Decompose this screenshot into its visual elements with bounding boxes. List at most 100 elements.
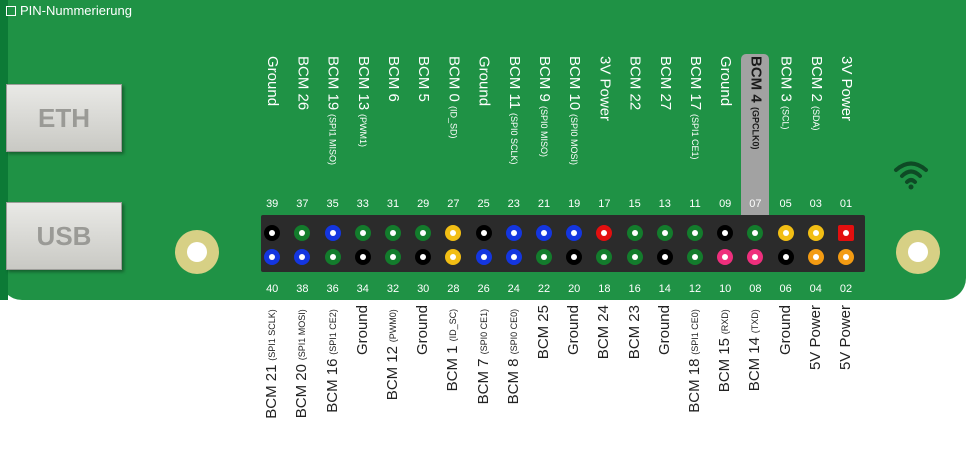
pin-number-27: 27	[447, 198, 460, 210]
pin-05[interactable]	[777, 225, 794, 241]
pin-35[interactable]	[324, 225, 341, 241]
pin-label-19[interactable]: BCM 10 (SPI0 MOSI)	[566, 56, 583, 169]
pin-number-03: 03	[809, 198, 822, 210]
pin-07[interactable]	[747, 225, 764, 241]
pin-18[interactable]	[596, 249, 613, 265]
pin-label-17[interactable]: 3V Power	[596, 56, 613, 121]
pin-name: BCM 5	[415, 56, 433, 102]
pin-label-04[interactable]: 5V Power	[807, 305, 824, 370]
pin-36[interactable]	[324, 249, 341, 265]
pin-label-14[interactable]: Ground	[655, 305, 673, 356]
pin-name: Ground	[717, 56, 735, 107]
pin-label-29[interactable]: BCM 5	[415, 56, 433, 102]
pin-name: Ground	[565, 305, 583, 356]
pin-name: BCM 22	[626, 56, 644, 111]
checkbox-icon[interactable]	[6, 5, 16, 16]
pin-17[interactable]	[596, 225, 613, 241]
pin-label-21[interactable]: BCM 9 (SPI0 MISO)	[536, 56, 553, 161]
pin-label-33[interactable]: BCM 13 (PWM1)	[355, 56, 372, 151]
pin-name: Ground	[655, 305, 673, 356]
pin-08[interactable]	[747, 249, 764, 265]
pin-02[interactable]	[838, 249, 854, 265]
pin-label-16[interactable]: BCM 23	[626, 305, 643, 359]
pin-label-11[interactable]: BCM 17 (SPI1 CE1)	[687, 56, 704, 164]
pin-27[interactable]	[445, 225, 462, 241]
pin-number-29: 29	[417, 198, 430, 210]
pin-28[interactable]	[445, 249, 462, 265]
pin-40[interactable]	[264, 249, 281, 265]
pin-name: BCM 20	[293, 364, 311, 419]
pin-01[interactable]	[838, 225, 854, 241]
pin-label-37[interactable]: BCM 26	[294, 56, 311, 110]
pin-label-28[interactable]: BCM 1 (ID_SC)	[444, 305, 461, 391]
pin-label-31[interactable]: BCM 6	[385, 56, 402, 102]
pin-09[interactable]	[717, 225, 734, 241]
pin-name: BCM 6	[385, 56, 402, 102]
pin-29[interactable]	[415, 225, 432, 241]
pin-38[interactable]	[294, 249, 311, 265]
pin-name: BCM 7	[474, 358, 492, 405]
pin-33[interactable]	[354, 225, 371, 241]
pin-label-40[interactable]: BCM 21 (SPI1 SCLK)	[263, 305, 280, 419]
pin-label-09[interactable]: Ground	[717, 56, 735, 107]
pin-label-36[interactable]: BCM 16 (SPI1 CE2)	[324, 305, 341, 413]
pin-label-39[interactable]: Ground	[264, 56, 281, 106]
pin-number-38: 38	[296, 283, 309, 295]
pin-31[interactable]	[385, 225, 401, 241]
pin-label-10[interactable]: BCM 15 (RXD)	[716, 305, 733, 392]
pin-label-22[interactable]: BCM 25	[535, 305, 552, 359]
pin-name: BCM 17	[687, 56, 704, 111]
pin-24[interactable]	[505, 249, 522, 265]
pin-04[interactable]	[807, 249, 824, 265]
pin-label-03[interactable]: BCM 2 (SDA)	[808, 56, 825, 134]
pin-22[interactable]	[536, 249, 552, 265]
pin-25[interactable]	[475, 225, 492, 241]
pin-label-08[interactable]: BCM 14 (TXD)	[746, 305, 763, 391]
gpio-header	[261, 215, 865, 272]
pin-number-39: 39	[266, 198, 279, 210]
pin-label-26[interactable]: BCM 7 (SPI0 CE1)	[474, 305, 492, 405]
pin-label-05[interactable]: BCM 3 (SCL)	[778, 56, 795, 133]
pin-label-02[interactable]: 5V Power	[837, 305, 854, 370]
pin-label-18[interactable]: BCM 24	[595, 305, 612, 359]
pin-03[interactable]	[807, 225, 824, 241]
pin-label-01[interactable]: 3V Power	[838, 56, 855, 121]
pin-10[interactable]	[717, 249, 734, 265]
pin-14[interactable]	[656, 249, 673, 265]
pin-label-13[interactable]: BCM 27	[656, 56, 674, 111]
pin-37[interactable]	[294, 225, 311, 241]
pin-34[interactable]	[354, 249, 371, 265]
pin-numbering-toggle[interactable]: PIN-Nummerierung	[6, 3, 132, 18]
pin-32[interactable]	[385, 249, 401, 265]
pin-label-20[interactable]: Ground	[565, 305, 583, 356]
pin-19[interactable]	[566, 225, 583, 241]
pin-name: BCM 27	[656, 56, 674, 111]
pin-20[interactable]	[566, 249, 583, 265]
pin-21[interactable]	[536, 225, 552, 241]
pin-label-24[interactable]: BCM 8 (SPI0 CE0)	[505, 305, 522, 404]
pin-label-15[interactable]: BCM 22	[626, 56, 644, 111]
pin-label-23[interactable]: BCM 11 (SPI0 SCLK)	[506, 56, 523, 169]
pin-name: Ground	[353, 305, 371, 356]
pin-15[interactable]	[626, 225, 643, 241]
pin-26[interactable]	[475, 249, 492, 265]
pin-13[interactable]	[656, 225, 673, 241]
pin-23[interactable]	[505, 225, 522, 241]
pin-06[interactable]	[777, 249, 794, 265]
pin-label-25[interactable]: Ground	[476, 56, 493, 106]
pin-function: (SPI0 MOSI)	[569, 114, 580, 166]
pin-label-27[interactable]: BCM 0 (ID_SD)	[445, 56, 462, 142]
pin-39[interactable]	[264, 225, 281, 241]
pin-label-06[interactable]: Ground	[777, 305, 794, 355]
pin-label-12[interactable]: BCM 18 (SPI1 CE0)	[686, 305, 703, 413]
pin-label-34[interactable]: Ground	[353, 305, 371, 356]
pin-label-35[interactable]: BCM 19 (SPI1 MISO)	[325, 56, 342, 169]
pin-12[interactable]	[687, 249, 703, 265]
pin-label-38[interactable]: BCM 20 (SPI1 MOSI)	[293, 305, 311, 419]
pin-label-30[interactable]: Ground	[414, 305, 431, 355]
pin-30[interactable]	[415, 249, 432, 265]
pin-label-32[interactable]: BCM 12 (PWM0)	[384, 305, 401, 400]
pin-11[interactable]	[687, 225, 703, 241]
pin-16[interactable]	[626, 249, 643, 265]
pin-label-07[interactable]: BCM 4 (GPCLK0)	[747, 56, 764, 153]
